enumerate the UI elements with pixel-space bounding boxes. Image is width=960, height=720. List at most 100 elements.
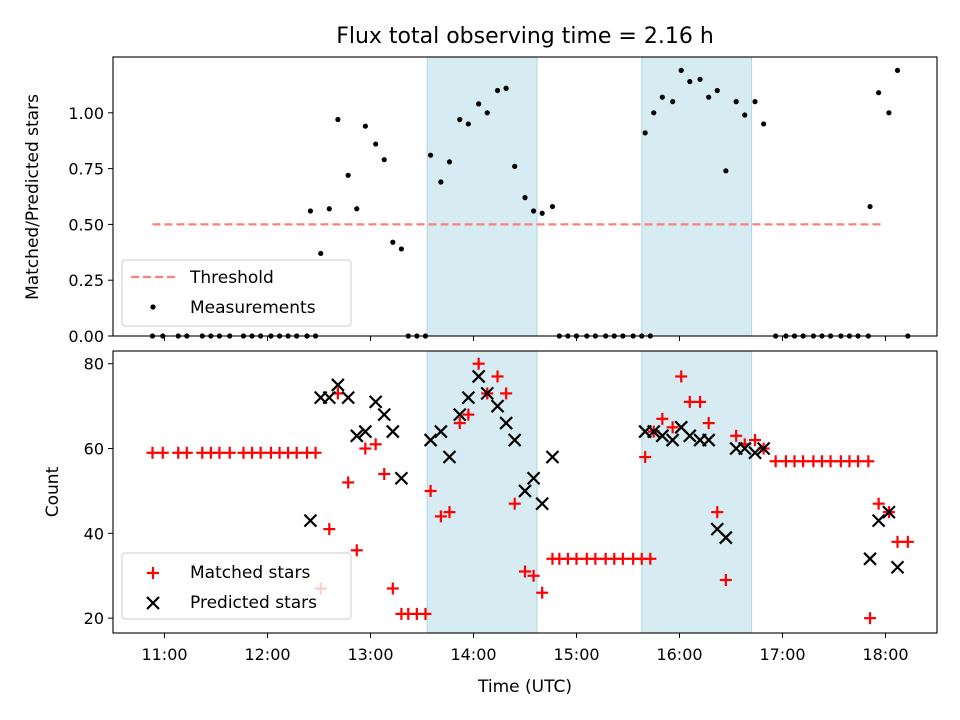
- predicted-star-point-b: [461, 390, 476, 405]
- measurement-point: [670, 99, 676, 105]
- measurement-point: [761, 121, 767, 127]
- measurement-point: [494, 87, 501, 94]
- matched-star-point: [862, 455, 875, 468]
- measurement-point: [867, 203, 873, 210]
- bottom-x-tick-label: 12:00: [244, 645, 290, 664]
- measurement-point: [642, 130, 648, 136]
- predicted-legend-marker-b: [146, 596, 160, 610]
- predicted-stars-legend-label: Predicted stars: [190, 593, 317, 613]
- predicted-legend-marker: [146, 596, 160, 610]
- predicted-star-point-b: [442, 450, 457, 464]
- measurement-point: [539, 210, 545, 216]
- bottom-x-tick-label: 14:00: [450, 645, 496, 664]
- measurement-point: [876, 90, 882, 96]
- matched-star-point: [656, 412, 669, 425]
- bottom-x-axis-label: Time (UTC): [477, 677, 572, 697]
- predicted-star-point-b: [368, 395, 383, 409]
- bottom-y-tick-label: 40: [84, 524, 104, 543]
- matched-star-point: [290, 446, 303, 459]
- predicted-star-point: [545, 450, 560, 464]
- predicted-star-point: [322, 390, 337, 405]
- predicted-star-point-b: [683, 429, 697, 443]
- predicted-star-point: [442, 450, 457, 464]
- predicted-star-point: [394, 471, 409, 485]
- top-chart-title: Flux total observing time = 2.16 h: [336, 24, 714, 49]
- measurement-point: [723, 168, 729, 174]
- matched-star-point: [350, 544, 363, 557]
- predicted-star-point-b: [518, 484, 532, 498]
- predicted-star-point: [719, 530, 733, 545]
- predicted-star-point-b: [490, 399, 505, 413]
- measurement-point: [733, 99, 739, 105]
- matched-star-point: [797, 455, 810, 468]
- top-y-tick-label: 0.50: [68, 215, 104, 234]
- measurement-point: [318, 250, 324, 257]
- matched-star-point: [156, 446, 169, 459]
- predicted-star-point: [683, 429, 697, 443]
- measurement-point: [398, 246, 404, 252]
- matched-star-point: [453, 417, 466, 430]
- matched-star-point: [644, 552, 657, 565]
- matched-star-point: [769, 455, 782, 468]
- predicted-star-point-b: [452, 407, 467, 422]
- bottom-legend-frame: [121, 552, 352, 620]
- matched-star-point: [424, 484, 437, 497]
- predicted-star-point-b: [499, 416, 513, 430]
- predicted-star-point: [358, 424, 373, 439]
- matched-star-point: [864, 612, 877, 625]
- measurement-point: [678, 67, 684, 73]
- matched-star-point: [359, 442, 372, 455]
- predicted-star-point-b: [535, 496, 549, 511]
- predicted-star-point-b: [701, 433, 716, 447]
- bottom-plot-area: 11:00 12:00 13:00 14:00 15:00 16:00 17:00 18:00…: [84, 350, 938, 664]
- predicted-star-point-b: [882, 505, 896, 519]
- matched-star-point: [711, 506, 724, 519]
- measurement-point: [512, 163, 518, 169]
- predicted-star-point-b: [341, 390, 355, 405]
- top-y-tick-label: 0.25: [68, 271, 104, 290]
- measurement-point: [530, 208, 537, 214]
- measurement-point: [373, 141, 379, 147]
- measurement-point: [687, 78, 693, 85]
- matched-star-point: [434, 510, 447, 523]
- matched-star-point: [639, 451, 652, 464]
- predicted-star-point-b: [863, 552, 877, 566]
- predicted-star-point: [890, 560, 905, 575]
- predicted-star-point-b: [756, 441, 771, 456]
- matched-star-point: [901, 535, 914, 548]
- bottom-y-tick-label: 80: [84, 355, 104, 374]
- predicted-star-point: [331, 378, 345, 392]
- predicted-star-point-b: [358, 424, 373, 439]
- predicted-star-point-b: [303, 513, 318, 528]
- predicted-star-point: [535, 496, 549, 511]
- predicted-star-point: [471, 369, 486, 384]
- matched-star-point: [254, 446, 267, 459]
- predicted-star-point: [386, 424, 400, 439]
- measurement-point: [446, 159, 453, 165]
- measurement-point: [307, 208, 314, 214]
- matched-star-point: [536, 586, 549, 599]
- matched-star-point: [500, 387, 513, 400]
- predicted-star-point-b: [386, 424, 400, 439]
- predicted-star-point-b: [394, 471, 409, 485]
- predicted-star-point-b: [526, 471, 541, 485]
- matched-star-point: [369, 438, 382, 451]
- measurements-legend-label: Measurements: [190, 298, 316, 318]
- measurement-point: [438, 179, 444, 185]
- predicted-star-point: [518, 484, 532, 498]
- matched-stars-legend-label: Matched stars: [190, 563, 310, 583]
- matched-star-point: [443, 506, 456, 519]
- bottom-x-tick-label: 11:00: [141, 645, 187, 664]
- predicted-star-point: [480, 386, 495, 401]
- top-axes-frame: [112, 56, 938, 337]
- predicted-star-point-b: [423, 433, 438, 447]
- predicted-star-point: [507, 433, 522, 447]
- top-y-tick-label: 1.00: [68, 104, 104, 123]
- predicted-star-point-b: [737, 441, 752, 456]
- matched-star-point: [323, 523, 336, 536]
- matched-star-point: [462, 408, 475, 421]
- measurements-legend-swatch: [150, 304, 156, 310]
- matched-star-point: [472, 357, 485, 370]
- measurement-point: [894, 67, 901, 73]
- bottom-axes-frame: [112, 350, 938, 634]
